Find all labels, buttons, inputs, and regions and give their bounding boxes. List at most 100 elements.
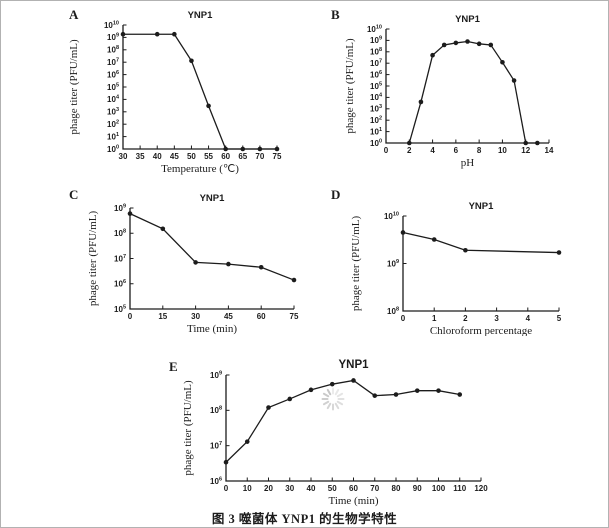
y-axis-label: phage titer (PFU/mL) — [344, 38, 356, 134]
spinner-spoke — [334, 402, 340, 410]
x-tick-label: 40 — [307, 484, 316, 493]
series-line — [129, 213, 295, 281]
x-tick-label: 45 — [224, 312, 233, 321]
x-tick-label: 0 — [401, 314, 406, 323]
chart-title: YNP1 — [455, 14, 481, 25]
data-point — [127, 211, 133, 216]
spinner-spoke — [336, 400, 344, 406]
y-tick-label: 101 — [370, 127, 382, 137]
panel-a: A 100 101 102 103 104 105 106 107 108 109 1010 30 35… — [61, 3, 313, 175]
spinner-spoke — [334, 388, 340, 396]
axes — [122, 25, 277, 150]
panel-e-chart: 106 107 108 109 0 10 20 30 40 50 60 70 80 90 100 110 120… — [182, 359, 488, 507]
data-point — [258, 264, 264, 270]
x-tick-label: 3 — [494, 314, 499, 323]
panel-d-label: D — [331, 187, 341, 202]
chart-title: YNP1 — [338, 359, 369, 371]
data-point — [523, 140, 529, 146]
x-tick-label: 75 — [290, 312, 299, 321]
panel-d: D 108 109 1010 0 1 2 3 4 5 YNP1 Chloroform percent… — [321, 179, 579, 336]
data-point — [535, 140, 540, 146]
panel-a-chart: 100 101 102 103 104 105 106 107 108 109 1010 30 35 40… — [68, 10, 282, 175]
data-point — [400, 230, 406, 235]
x-axis-label: Time (min) — [328, 495, 378, 507]
x-tick-label: 2 — [463, 314, 468, 323]
spinner-spoke — [322, 400, 330, 406]
x-tick-label: 70 — [370, 484, 379, 493]
data-point — [274, 146, 280, 152]
y-axis-label: phage titer (PFU/mL) — [87, 211, 99, 307]
x-tick-label: 0 — [128, 312, 133, 321]
x-tick-label: 75 — [273, 152, 282, 161]
x-tick-label: 45 — [170, 152, 179, 161]
x-tick-label: 10 — [498, 146, 507, 155]
y-tick-label: 1010 — [104, 20, 119, 30]
y-tick-label: 104 — [107, 95, 120, 105]
x-tick-label: 90 — [413, 484, 422, 493]
y-tick-label: 102 — [370, 116, 382, 126]
y-tick-label: 107 — [210, 441, 222, 451]
data-point — [500, 59, 505, 65]
data-point — [418, 99, 424, 105]
data-point — [441, 42, 447, 48]
data-point — [393, 392, 399, 397]
series-line — [225, 379, 460, 463]
y-tick-label: 108 — [210, 406, 222, 416]
data-point — [372, 393, 378, 398]
y-tick-label: 107 — [370, 59, 382, 69]
data-point — [453, 40, 459, 46]
data-point — [488, 42, 494, 48]
data-point — [160, 226, 166, 232]
data-point — [436, 388, 441, 393]
x-tick-label: 80 — [392, 484, 401, 493]
chart-title: YNP1 — [469, 201, 495, 212]
data-point — [511, 78, 517, 83]
x-tick-label: 0 — [384, 146, 389, 155]
x-tick-label: 15 — [158, 312, 167, 321]
panel-a-label: A — [69, 7, 79, 22]
panel-c-label: C — [69, 187, 79, 202]
y-tick-label: 106 — [114, 279, 126, 289]
axes — [402, 216, 559, 312]
y-tick-label: 109 — [210, 370, 222, 380]
y-tick-label: 107 — [107, 58, 119, 68]
x-tick-label: 50 — [328, 484, 337, 493]
x-tick-label: 14 — [545, 146, 554, 155]
spinner-glyph — [321, 387, 345, 411]
data-point — [154, 31, 160, 37]
y-tick-label: 108 — [387, 306, 399, 316]
y-tick-label: 108 — [107, 45, 119, 55]
panel-b-label: B — [331, 7, 340, 22]
spinner-spoke — [326, 402, 332, 410]
x-tick-label: 60 — [257, 312, 266, 321]
x-tick-label: 4 — [430, 146, 435, 155]
x-tick-label: 55 — [204, 152, 213, 161]
series-line — [123, 33, 277, 150]
x-axis-label: pH — [461, 157, 475, 169]
series-line — [408, 40, 538, 144]
data-point — [351, 378, 356, 383]
y-tick-label: 109 — [387, 259, 399, 269]
axes — [385, 29, 549, 144]
data-point — [329, 381, 335, 387]
figure-caption: 图 3 噬菌体 YNP1 的生物学特性 — [211, 512, 398, 526]
y-tick-label: 108 — [370, 47, 382, 57]
y-tick-label: 109 — [370, 36, 382, 46]
x-axis-label: Time (min) — [187, 323, 237, 335]
x-tick-label: 100 — [432, 484, 446, 493]
data-point — [244, 439, 250, 444]
x-tick-label: 2 — [407, 146, 412, 155]
y-tick-label: 106 — [370, 70, 382, 80]
x-tick-label: 50 — [187, 152, 196, 161]
chart-title: YNP1 — [200, 193, 226, 204]
data-point — [193, 260, 198, 265]
x-tick-label: 5 — [557, 314, 562, 323]
y-tick-label: 100 — [107, 144, 119, 154]
data-point — [457, 392, 463, 397]
data-point — [414, 388, 420, 393]
y-tick-label: 105 — [370, 81, 382, 91]
series-line — [402, 231, 560, 254]
x-tick-label: 110 — [453, 484, 466, 493]
y-axis-label: phage titer (PFU/mL) — [68, 39, 80, 135]
